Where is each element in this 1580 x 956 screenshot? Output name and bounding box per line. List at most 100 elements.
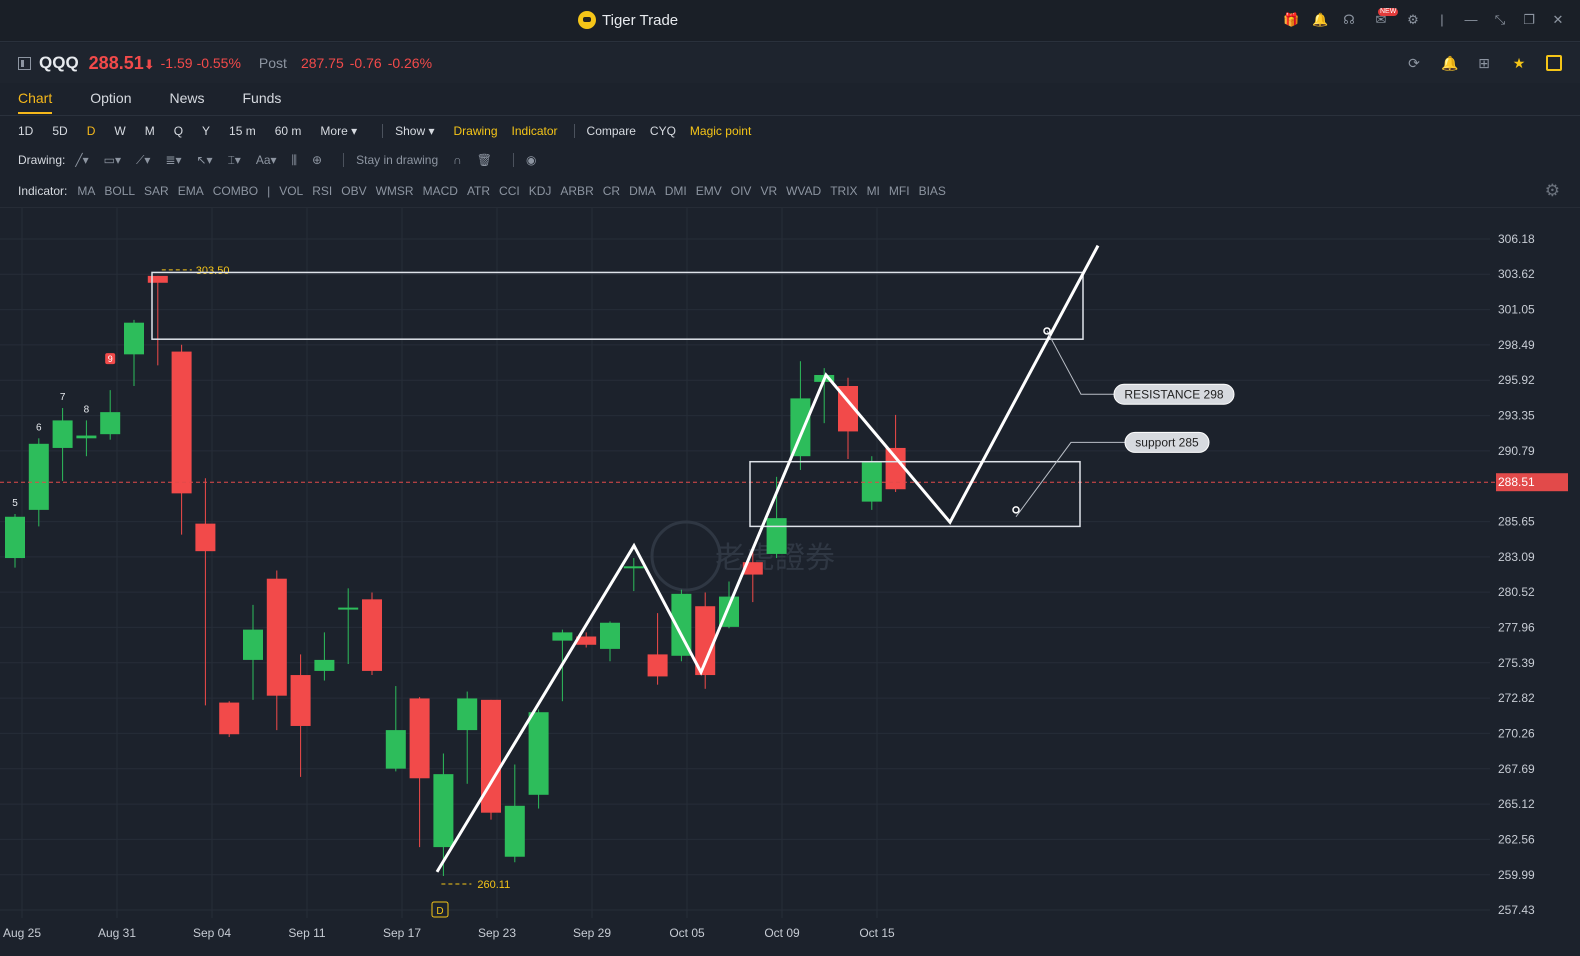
candle-body xyxy=(171,351,192,494)
mail-icon[interactable]: ✉ NEW xyxy=(1375,8,1399,27)
price-chart[interactable]: 老虎證券 5 6 7 8 9 303.50 260.11 RESISTANCE 298 suppo… xyxy=(0,207,1580,956)
x-axis-label: Sep 17 xyxy=(383,926,421,940)
tab-chart[interactable]: Chart xyxy=(18,84,53,114)
magic-point-button[interactable]: Magic point xyxy=(689,123,752,138)
trash-icon[interactable]: 🗑 xyxy=(476,153,493,167)
watermark-logo-icon xyxy=(650,520,722,592)
day-label: 6 xyxy=(36,422,42,433)
period-y[interactable]: Y xyxy=(202,123,211,138)
resistance-zone-box xyxy=(151,271,1084,340)
gift-icon[interactable]: 🎁 xyxy=(1283,12,1300,27)
refresh-icon[interactable]: ⟳ xyxy=(1408,55,1420,71)
indicator-atr[interactable]: ATR xyxy=(466,184,491,198)
fib-tool-icon[interactable]: ≣▾ xyxy=(165,153,182,167)
indicator-toggle[interactable]: Indicator xyxy=(511,123,558,138)
rectangle-tool-icon[interactable]: ▭▾ xyxy=(103,153,121,167)
indicator-emv[interactable]: EMV xyxy=(695,184,722,198)
indicator-oiv[interactable]: OIV xyxy=(730,184,752,198)
indicator-dmi[interactable]: DMI xyxy=(664,184,687,198)
x-axis-label: Aug 31 xyxy=(98,926,136,940)
headset-icon[interactable]: ☊ xyxy=(1343,12,1355,27)
indicator-kdj[interactable]: KDJ xyxy=(528,184,552,198)
drawing-toggle[interactable]: Drawing xyxy=(453,123,498,138)
magnet-icon[interactable]: ∩ xyxy=(453,153,462,167)
candle-body xyxy=(147,275,168,283)
arrow-tool-icon[interactable]: ↖▾ xyxy=(196,153,213,167)
indicator-vol[interactable]: VOL xyxy=(279,184,304,198)
period-q[interactable]: Q xyxy=(173,123,184,138)
indicator-mi[interactable]: MI xyxy=(866,184,880,198)
period-more-dropdown[interactable]: More ▾ xyxy=(320,123,358,138)
gear-icon[interactable]: ⚙ xyxy=(1407,12,1419,27)
indicator-trix[interactable]: TRIX xyxy=(830,184,858,198)
period-1d[interactable]: 1D xyxy=(18,123,34,138)
bars-tool-icon[interactable]: ⫼ xyxy=(291,152,298,167)
line-tool-icon[interactable]: ╱▾ xyxy=(75,153,89,167)
support-callout-box xyxy=(1124,431,1210,453)
indicator-arbr[interactable]: ARBR xyxy=(560,184,594,198)
indicator-mfi[interactable]: MFI xyxy=(888,184,910,198)
y-axis-label: 272.82 xyxy=(1498,691,1535,705)
x-axis-label: Sep 29 xyxy=(573,926,611,940)
snap-icon[interactable]: ⤡ xyxy=(1494,12,1506,27)
indicator-sar[interactable]: SAR xyxy=(144,184,169,198)
alert-bell-icon[interactable]: 🔔 xyxy=(1441,55,1459,71)
indicator-label: Indicator: xyxy=(18,184,68,198)
measure-tool-icon[interactable]: ⌶▾ xyxy=(227,152,241,167)
tab-funds[interactable]: Funds xyxy=(242,90,282,106)
side-panel-icon[interactable] xyxy=(1546,55,1562,71)
period-5d[interactable]: 5D xyxy=(52,123,68,138)
projection-path-drawing xyxy=(435,244,1100,873)
settings-gear-icon[interactable]: ⚙ xyxy=(1544,181,1560,200)
indicator-ema[interactable]: EMA xyxy=(177,184,204,198)
text-tool-icon[interactable]: Aa▾ xyxy=(255,153,277,167)
tab-news[interactable]: News xyxy=(169,90,205,106)
indicator-rsi[interactable]: RSI xyxy=(312,184,333,198)
period-m[interactable]: M xyxy=(144,123,155,138)
x-axis-label: Oct 15 xyxy=(859,926,895,940)
period-w[interactable]: W xyxy=(114,123,126,138)
indicator-wmsr[interactable]: WMSR xyxy=(375,184,414,198)
indicator-boll[interactable]: BOLL xyxy=(104,184,136,198)
candle-body xyxy=(576,636,597,645)
show-dropdown[interactable]: Show ▾ xyxy=(395,123,435,138)
eye-icon[interactable]: ◉ xyxy=(526,153,537,167)
compare-button[interactable]: Compare xyxy=(586,123,636,138)
indicator-wvad[interactable]: WVAD xyxy=(786,184,822,198)
indicator-cci[interactable]: CCI xyxy=(499,184,520,198)
indicator-bias[interactable]: BIAS xyxy=(918,184,946,198)
indicator-macd[interactable]: MACD xyxy=(422,184,458,198)
period-60m[interactable]: 60 m xyxy=(274,123,302,138)
y-axis-label: 275.39 xyxy=(1498,656,1535,670)
indicator-combo[interactable]: COMBO xyxy=(212,184,259,198)
candle-body xyxy=(552,632,573,641)
tab-option[interactable]: Option xyxy=(90,90,132,106)
period-d[interactable]: D xyxy=(86,123,96,138)
indicator-vr[interactable]: VR xyxy=(760,184,778,198)
indicator-obv[interactable]: OBV xyxy=(341,184,367,198)
period-15m[interactable]: 15 m xyxy=(229,123,256,138)
path-tool-icon[interactable]: ⟋▾ xyxy=(135,152,151,167)
restore-icon[interactable]: ❐ xyxy=(1523,12,1535,27)
watchlist-star-icon[interactable]: ★ xyxy=(1512,55,1526,71)
indicator-cr[interactable]: CR xyxy=(602,184,621,198)
panel-toggle-icon[interactable] xyxy=(18,56,31,70)
indicator-dma[interactable]: DMA xyxy=(629,184,656,198)
window-controls: 🎁 🔔 ☊ ✉ NEW ⚙ | — ⤡ ❐ ✕ xyxy=(1283,8,1566,28)
price-change: -1.59 xyxy=(160,55,193,71)
indicator-ma[interactable]: MA xyxy=(77,184,96,198)
support-callout-line xyxy=(1015,441,1126,518)
cyq-button[interactable]: CYQ xyxy=(649,123,676,138)
last-price: 288.51⬇ xyxy=(89,53,155,74)
event-marker-box xyxy=(431,901,449,918)
candle-body xyxy=(861,461,882,502)
y-axis-label: 270.26 xyxy=(1498,726,1535,740)
close-icon[interactable]: ✕ xyxy=(1552,12,1564,27)
layout-grid-icon[interactable]: ⊞ xyxy=(1478,55,1490,71)
minimize-icon[interactable]: — xyxy=(1464,12,1478,27)
y-axis-label: 290.79 xyxy=(1498,444,1535,458)
zoom-icon[interactable]: ⊕ xyxy=(312,153,323,167)
stay-in-drawing-toggle[interactable]: Stay in drawing xyxy=(356,153,439,167)
bell-icon[interactable]: 🔔 xyxy=(1312,12,1329,27)
